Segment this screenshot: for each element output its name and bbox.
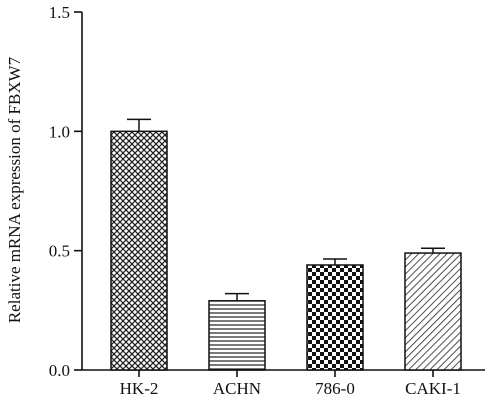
x-tick-label: ACHN (213, 379, 261, 398)
x-tick-label: HK-2 (120, 379, 159, 398)
y-tick-label: 1.5 (49, 3, 70, 22)
y-axis-title: Relative mRNA expression of FBXW7 (5, 56, 24, 323)
x-tick-label: 786-0 (315, 379, 355, 398)
x-axis-ticks: HK-2 ACHN 786-0 CAKI-1 (120, 370, 461, 398)
y-tick-label: 1.0 (49, 122, 70, 141)
bars (110, 118, 462, 371)
y-axis-ticks: 0.0 0.5 1.0 1.5 (49, 3, 82, 380)
x-tick-label: CAKI-1 (405, 379, 461, 398)
bar-caki-1 (404, 252, 462, 371)
y-tick-label: 0.5 (49, 242, 70, 261)
bar-achn (208, 300, 266, 371)
bar-hk-2 (110, 130, 168, 371)
y-tick-label: 0.0 (49, 361, 70, 380)
bar-786-0 (306, 264, 364, 371)
